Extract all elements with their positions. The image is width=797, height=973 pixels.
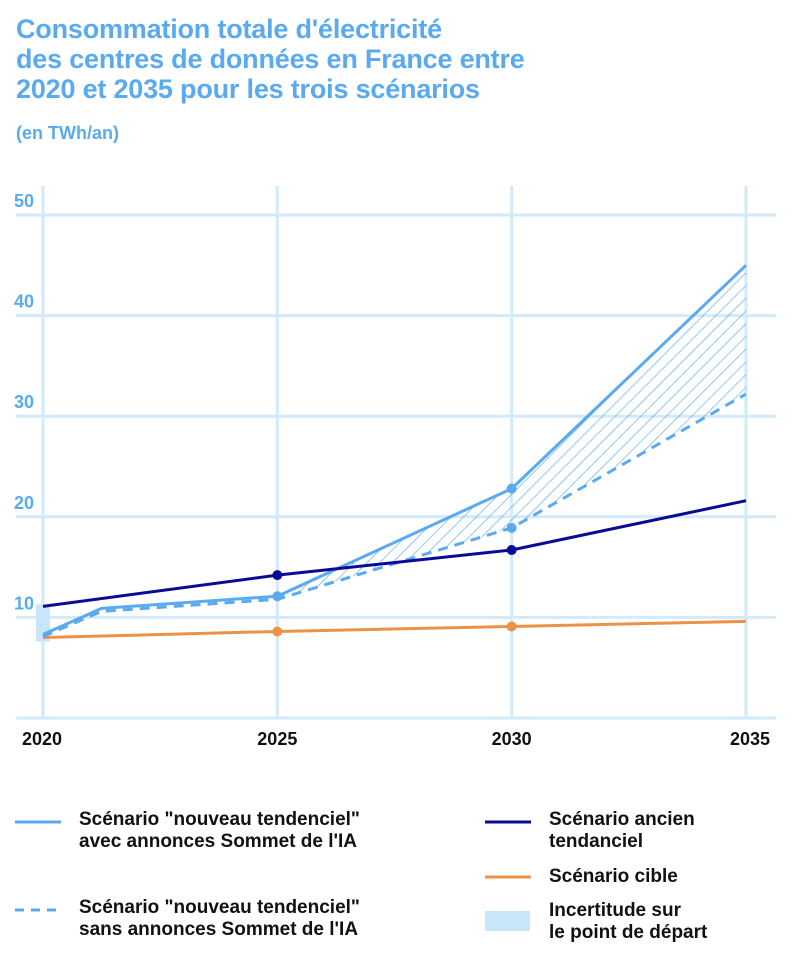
- chart-subtitle: (en TWh/an): [16, 123, 119, 143]
- x-tick-label: 2025: [257, 729, 297, 749]
- title-line-1: Consommation totale d'électricité: [16, 14, 442, 44]
- title-line-3: 2020 et 2035 pour les trois scénarios: [16, 74, 480, 104]
- legend-label-incertitude: Incertitude sur le point de départ: [549, 900, 708, 943]
- series-ancien-marker: [506, 544, 517, 555]
- legend-swatch-incertitude: [485, 911, 530, 931]
- y-tick-label: 30: [14, 392, 34, 412]
- x-tick-label: 2035: [730, 729, 770, 749]
- title-line-2: des centres de données en France entre: [16, 44, 525, 74]
- series-cible: [42, 619, 747, 640]
- legend-label-nouveau-avec: Scénario "nouveau tendenciel" avec annon…: [79, 809, 360, 852]
- legend-label-nouveau-sans: Scénario "nouveau tendenciel" sans annon…: [79, 897, 360, 940]
- x-axis-ticks: 2020 2025 2030 2035: [22, 729, 770, 749]
- legend-swatch-ancien: [485, 820, 531, 824]
- legend-label-cible: Scénario cible: [549, 866, 678, 887]
- grid: [16, 186, 776, 720]
- y-axis-ticks: 10 20 30 40 50: [14, 191, 34, 613]
- chart-title: Consommation totale d'électricité des ce…: [16, 14, 786, 104]
- series-nouveau-sans-marker: [506, 522, 517, 533]
- legend-label-ancien: Scénario ancien tendanciel: [549, 809, 695, 852]
- legend-swatch-nouveau-sans: [15, 908, 61, 912]
- series-ancien: [42, 499, 747, 608]
- legend-swatch-cible: [485, 875, 531, 879]
- x-tick-label: 2030: [492, 729, 532, 749]
- series-cible-marker: [272, 626, 283, 637]
- hatched-band: [277, 265, 746, 600]
- series-cible-marker: [506, 621, 517, 632]
- series-nouveau-avec-marker: [272, 591, 283, 602]
- series-ancien-marker: [272, 570, 283, 581]
- legend-swatch-nouveau-avec: [15, 820, 61, 824]
- y-tick-label: 20: [14, 493, 34, 513]
- y-tick-label: 50: [14, 191, 34, 211]
- x-tick-label: 2020: [22, 729, 62, 749]
- y-tick-label: 40: [14, 292, 34, 312]
- series-nouveau-avec-marker: [506, 483, 517, 494]
- marker-layer: [272, 483, 517, 637]
- hatched-band-layer: [277, 265, 746, 600]
- y-tick-label: 10: [14, 593, 34, 613]
